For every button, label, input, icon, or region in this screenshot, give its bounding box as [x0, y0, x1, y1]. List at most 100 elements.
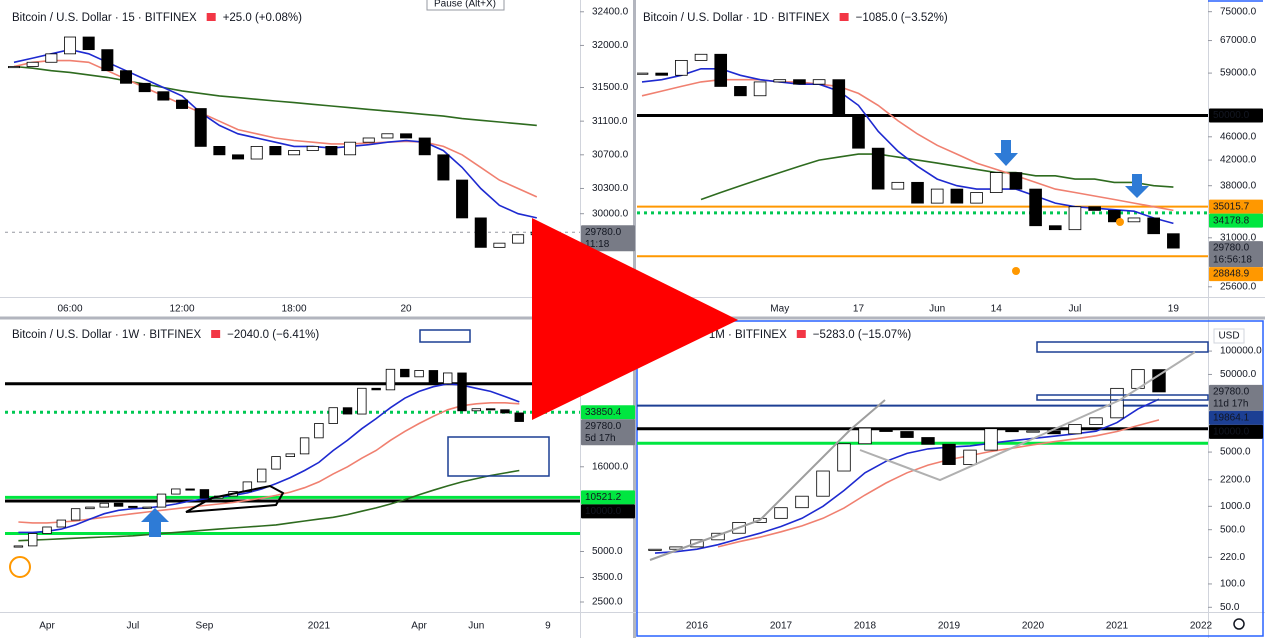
price-tag-label: 35015.7	[1213, 201, 1250, 212]
candle-body	[984, 428, 998, 451]
candle-body	[795, 495, 809, 509]
y-tick-label: 3500.0	[592, 572, 623, 583]
price-tag-countdown: 16:56:18	[1213, 255, 1252, 266]
y-tick-label: 59000.0	[1220, 68, 1257, 79]
y-tick-label: 42000.0	[1220, 155, 1257, 166]
y-tick-label: 75000.0	[1220, 6, 1257, 17]
y-tick-label: 25600.0	[1220, 281, 1257, 292]
annotations	[9, 140, 1245, 630]
candle-body	[774, 507, 788, 519]
price-tag	[581, 405, 635, 420]
y-tick-label: 32000.0	[592, 40, 629, 51]
x-tick-label: 06:00	[57, 304, 82, 315]
x-tick-label: 2016	[686, 621, 709, 632]
candle-body	[428, 370, 439, 385]
unit-button[interactable]	[1213, 328, 1245, 344]
flag-icon	[211, 330, 221, 338]
moving-average	[13, 65, 537, 127]
price-tag	[581, 490, 635, 505]
flag-icon	[796, 330, 806, 338]
candle-body	[989, 172, 1003, 193]
price-tag-label: 28848.9	[1213, 269, 1250, 280]
x-tick-label: 9	[545, 621, 551, 632]
candle-body	[342, 407, 353, 415]
x-tick-label: Jul	[1069, 304, 1082, 315]
x-tick-label: 2017	[770, 621, 793, 632]
candle-body	[325, 145, 338, 156]
price-tag	[1209, 199, 1263, 214]
moving-average	[13, 48, 537, 219]
candle-body	[256, 468, 267, 483]
tooltip-box	[426, 0, 505, 11]
x-tick-label: Sep	[196, 621, 214, 632]
y-tick-label: 50000.0	[1220, 369, 1257, 380]
candle-body	[344, 141, 357, 156]
price-change: +25.0 (+0.08%)	[223, 12, 302, 24]
y-tick-label: 100000.0	[1220, 346, 1262, 357]
price-tag	[1209, 108, 1263, 123]
box	[1036, 394, 1209, 401]
y-tick-label: 30700.0	[592, 149, 629, 160]
candle-body	[493, 242, 506, 248]
candle-body	[1068, 424, 1082, 435]
candle-body	[171, 488, 181, 495]
y-tick-label: 50.0	[1220, 602, 1240, 613]
moving-average	[700, 153, 1174, 201]
candle-body	[1089, 417, 1103, 425]
candle-body	[1108, 210, 1121, 223]
chart-title: Bitcoin / U.S. Dollar · 15 · BITFINEX	[12, 12, 197, 24]
candle-body	[852, 115, 865, 149]
marker-circle	[9, 556, 31, 578]
plot-area	[5, 368, 580, 548]
y-tick-label: 67000.0	[1220, 35, 1257, 46]
trend-line	[649, 399, 886, 561]
candle-body	[381, 133, 394, 139]
box	[419, 329, 471, 343]
price-panel: 75000.0 67000.0 59000.0 46000.0 42000.0 38000…	[637, 6, 1263, 315]
candle-body	[194, 108, 207, 147]
candle-body	[514, 412, 524, 422]
candle-body	[362, 137, 375, 143]
candle-body	[306, 145, 319, 152]
x-tick-label: 2021	[308, 621, 331, 632]
x-tick-label: Jun	[929, 304, 945, 315]
settings-icon[interactable]	[1233, 618, 1245, 630]
price-tag	[1209, 213, 1263, 228]
y-tick-label: 1000.0	[1220, 501, 1251, 512]
candle-body	[871, 147, 885, 190]
y-tick-label: 16000.0	[592, 461, 629, 472]
candle-body	[101, 49, 114, 72]
candle-body	[471, 408, 482, 412]
candle-body	[157, 91, 170, 101]
x-tick-label: 2019	[938, 621, 961, 632]
price-tag	[1209, 410, 1263, 425]
candle-body	[400, 368, 410, 378]
candle-body	[357, 387, 367, 415]
candle-body	[56, 519, 67, 528]
y-tick-label: 38000.0	[1220, 180, 1257, 191]
candle-body	[456, 179, 469, 219]
y-tick-label: 2500.0	[592, 597, 623, 608]
candle-body	[950, 188, 964, 204]
chart-title: Bitcoin / U.S. Dollar · 1D · BITFINEX	[643, 12, 830, 24]
arrow	[994, 140, 1018, 166]
candle-body	[474, 217, 487, 248]
candle-body	[963, 449, 977, 465]
candle-body	[753, 81, 767, 97]
candle-body	[1029, 188, 1042, 227]
arrow	[141, 508, 169, 537]
candle-body	[371, 387, 381, 391]
x-tick-label: 2021	[1106, 621, 1129, 632]
moving-average	[18, 402, 520, 524]
y-tick-label: 31000.0	[1220, 232, 1257, 243]
candle-body	[213, 145, 226, 156]
x-tick-label: 2018	[854, 621, 877, 632]
candle-body	[858, 427, 872, 445]
x-tick-label: 18:00	[282, 304, 307, 315]
flag-icon	[206, 13, 216, 21]
event-icon	[1116, 218, 1124, 226]
play-button[interactable]	[532, 218, 738, 420]
moving-average	[717, 419, 1160, 548]
y-tick-label: 32400.0	[592, 6, 629, 17]
